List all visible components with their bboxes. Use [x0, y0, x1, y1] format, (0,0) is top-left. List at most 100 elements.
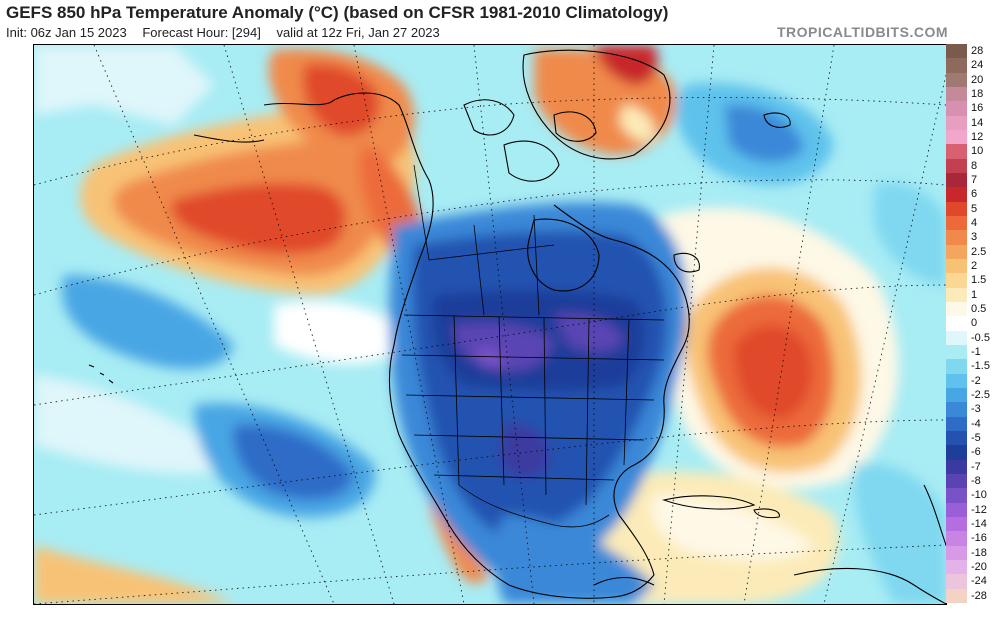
legend-label: -4 — [971, 417, 981, 430]
legend-level: 1 — [946, 287, 1000, 302]
legend-level: -14 — [946, 517, 1000, 532]
legend-level: 2.5 — [946, 244, 1000, 259]
legend-level: -10 — [946, 488, 1000, 503]
legend-swatch — [946, 402, 967, 417]
legend-swatch — [946, 115, 967, 130]
legend-level: -5 — [946, 431, 1000, 446]
legend-swatch — [946, 345, 967, 360]
legend-swatch — [946, 502, 967, 517]
legend-swatch — [946, 531, 967, 546]
legend-level: -28 — [946, 588, 1000, 603]
anomaly-map — [33, 44, 947, 605]
legend-swatch — [946, 459, 967, 474]
legend-label: -3 — [971, 403, 981, 416]
legend-label: -16 — [971, 532, 987, 545]
legend-level: 18 — [946, 87, 1000, 102]
legend-level: -2 — [946, 373, 1000, 388]
legend-label: 5 — [971, 202, 978, 215]
lat-lon-grid — [34, 45, 946, 604]
legend-label: -1 — [971, 346, 981, 358]
legend-label: -24 — [971, 575, 987, 588]
anomaly-map-canvas — [34, 45, 946, 604]
legend-label: 3 — [971, 231, 978, 244]
legend-swatch — [946, 187, 967, 202]
legend-level: 6 — [946, 187, 1000, 202]
legend-level: 5 — [946, 201, 1000, 216]
legend-swatch — [946, 158, 967, 173]
legend-label: 8 — [971, 159, 978, 172]
legend-swatch — [946, 244, 967, 259]
legend-swatch — [946, 230, 967, 245]
legend-label: 12 — [971, 131, 984, 143]
legend-level: 1.5 — [946, 273, 1000, 288]
legend-level: -8 — [946, 474, 1000, 489]
legend-label: 7 — [971, 174, 978, 186]
legend-level: 7 — [946, 173, 1000, 188]
legend-label: -7 — [971, 460, 981, 473]
legend-label: 0.5 — [971, 303, 987, 315]
legend-label: 2.5 — [971, 245, 987, 258]
legend-label: 28 — [971, 45, 984, 57]
coastlines — [88, 49, 946, 604]
init-time: Init: 06z Jan 15 2023 — [6, 25, 127, 40]
legend-level: 20 — [946, 72, 1000, 87]
legend-level: -16 — [946, 531, 1000, 546]
color-legend: 28 24 20 18 16 14 12 10 8 7 6 5 4 3 2.5 2 1.5 1 0.5 0 -0.5 -1… — [946, 44, 1000, 603]
legend-level: -4 — [946, 416, 1000, 431]
legend-label: -28 — [971, 589, 987, 602]
legend-level: -1 — [946, 345, 1000, 360]
legend-swatch — [946, 72, 967, 87]
legend-label: 0 — [971, 317, 978, 330]
legend-swatch — [946, 259, 967, 274]
legend-swatch — [946, 431, 967, 446]
legend-label: 1 — [971, 288, 978, 301]
legend-swatch — [946, 144, 967, 159]
legend-swatch — [946, 287, 967, 302]
legend-swatch — [946, 488, 967, 503]
legend-swatch — [946, 474, 967, 489]
legend-level: -3 — [946, 402, 1000, 417]
legend-level: 4 — [946, 216, 1000, 231]
legend-label: 6 — [971, 188, 978, 201]
legend-swatch — [946, 216, 967, 231]
legend-swatch — [946, 58, 967, 73]
legend-level: 12 — [946, 130, 1000, 145]
legend-level: -7 — [946, 459, 1000, 474]
valid-time: valid at 12z Fri, Jan 27 2023 — [276, 25, 440, 40]
legend-level: -20 — [946, 560, 1000, 575]
legend-label: 20 — [971, 73, 984, 86]
legend-level: 8 — [946, 158, 1000, 173]
legend-label: 4 — [971, 217, 978, 229]
map-subtitle: Init: 06z Jan 15 2023 Forecast Hour: [29… — [6, 25, 452, 40]
legend-swatch — [946, 201, 967, 216]
legend-swatch — [946, 545, 967, 560]
legend-swatch — [946, 316, 967, 331]
legend-swatch — [946, 330, 967, 345]
legend-level: -0.5 — [946, 330, 1000, 345]
legend-swatch — [946, 373, 967, 388]
legend-label: 18 — [971, 88, 984, 100]
legend-level: 2 — [946, 259, 1000, 274]
legend-label: -6 — [971, 446, 981, 459]
legend-swatch — [946, 574, 967, 589]
legend-swatch — [946, 44, 967, 59]
legend-swatch — [946, 517, 967, 532]
legend-label: 1.5 — [971, 274, 987, 287]
legend-level: 3 — [946, 230, 1000, 245]
legend-label: -0.5 — [971, 331, 990, 344]
legend-swatch — [946, 445, 967, 460]
legend-swatch — [946, 273, 967, 288]
legend-label: -2 — [971, 374, 981, 387]
forecast-hour: Forecast Hour: [294] — [142, 25, 261, 40]
legend-level: -1.5 — [946, 359, 1000, 374]
legend-level: 0.5 — [946, 302, 1000, 317]
legend-label: 16 — [971, 102, 984, 115]
map-title: GEFS 850 hPa Temperature Anomaly (°C) (b… — [6, 3, 669, 22]
legend-level: -2.5 — [946, 388, 1000, 403]
legend-swatch — [946, 130, 967, 145]
legend-label: -1.5 — [971, 360, 990, 373]
legend-swatch — [946, 87, 967, 102]
legend-label: -20 — [971, 561, 987, 573]
legend-label: -12 — [971, 503, 987, 516]
legend-swatch — [946, 416, 967, 431]
